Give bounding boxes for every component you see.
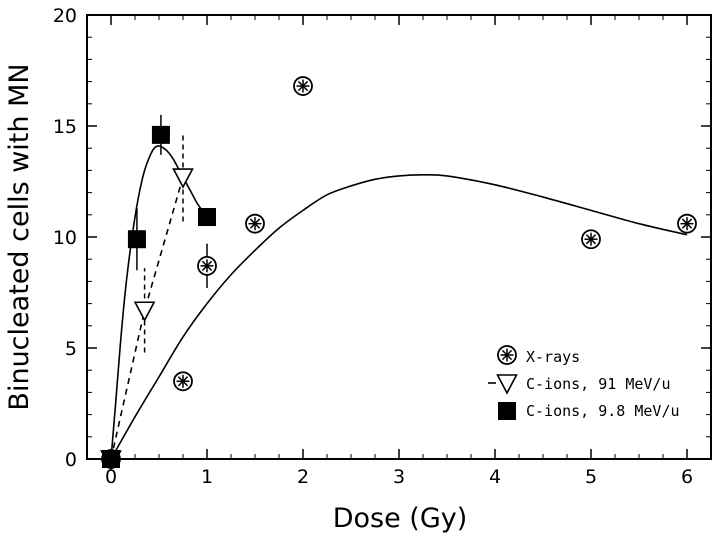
x-tick-label: 3	[393, 466, 405, 488]
x-tick-label: 5	[585, 466, 597, 488]
data-point-series-0	[245, 213, 265, 234]
data-point-series-2	[102, 450, 120, 468]
x-tick-label: 2	[297, 466, 309, 488]
data-point-series-1	[172, 168, 194, 189]
y-tick-label: 5	[65, 338, 77, 360]
data-point-series-1	[133, 301, 156, 322]
marker-spoke	[681, 218, 693, 229]
data-point-series-2	[127, 230, 146, 249]
data-point-series-2	[151, 125, 170, 144]
marker-spoke	[249, 218, 261, 229]
x-tick-label: 1	[201, 466, 213, 488]
legend: X-rays C-ions, 91 MeV/u C-ions, 9.8 MeV/…	[488, 345, 680, 420]
x-tick-label: 4	[489, 466, 501, 488]
fit-curve-series-2	[110, 145, 208, 460]
y-tick-label: 10	[53, 227, 77, 249]
marker-square	[151, 125, 170, 144]
marker-triangle	[133, 301, 156, 322]
legend-marker-c-ions-9-8	[498, 402, 516, 420]
data-point-series-0	[197, 255, 217, 276]
x-tick-label: 6	[681, 466, 693, 488]
x-tick-label: 0	[105, 466, 117, 488]
y-tick-label: 15	[53, 116, 77, 138]
fit-curve-series-1	[110, 176, 184, 460]
marker-spoke	[297, 80, 309, 92]
marker-triangle	[172, 168, 194, 189]
data-markers	[100, 76, 697, 471]
legend-markers	[488, 345, 518, 420]
legend-marker-x-rays	[497, 345, 517, 365]
data-point-series-2	[198, 208, 216, 227]
legend-label-x-rays: X-rays	[526, 348, 580, 366]
data-point-series-0	[173, 371, 193, 392]
marker-spoke	[201, 260, 213, 271]
axis-ticks: 0 1 2 3 4 5 6 0 5 10 15 20	[53, 5, 712, 488]
data-point-series-0	[293, 76, 313, 96]
data-point-series-0	[581, 229, 601, 250]
marker-square	[498, 402, 516, 420]
fit-curve-series-0	[110, 173, 688, 460]
marker-square	[102, 450, 120, 468]
legend-marker-c-ions-91	[496, 374, 518, 395]
data-point-series-0	[677, 213, 697, 234]
marker-square	[127, 230, 146, 249]
fit-curves	[110, 145, 688, 460]
marker-square	[198, 208, 216, 227]
legend-label-c-ions-91: C-ions, 91 MeV/u	[526, 375, 671, 393]
legend-label-c-ions-9-8: C-ions, 9.8 MeV/u	[526, 402, 680, 420]
marker-spoke	[177, 376, 189, 387]
y-tick-label: 20	[53, 5, 77, 27]
marker-spoke	[501, 349, 513, 361]
y-tick-label: 0	[65, 449, 77, 471]
y-axis-title: Binucleated cells with MN	[4, 63, 35, 410]
x-axis-title: Dose (Gy)	[333, 503, 468, 534]
marker-triangle	[496, 374, 518, 395]
marker-spoke	[585, 234, 597, 245]
